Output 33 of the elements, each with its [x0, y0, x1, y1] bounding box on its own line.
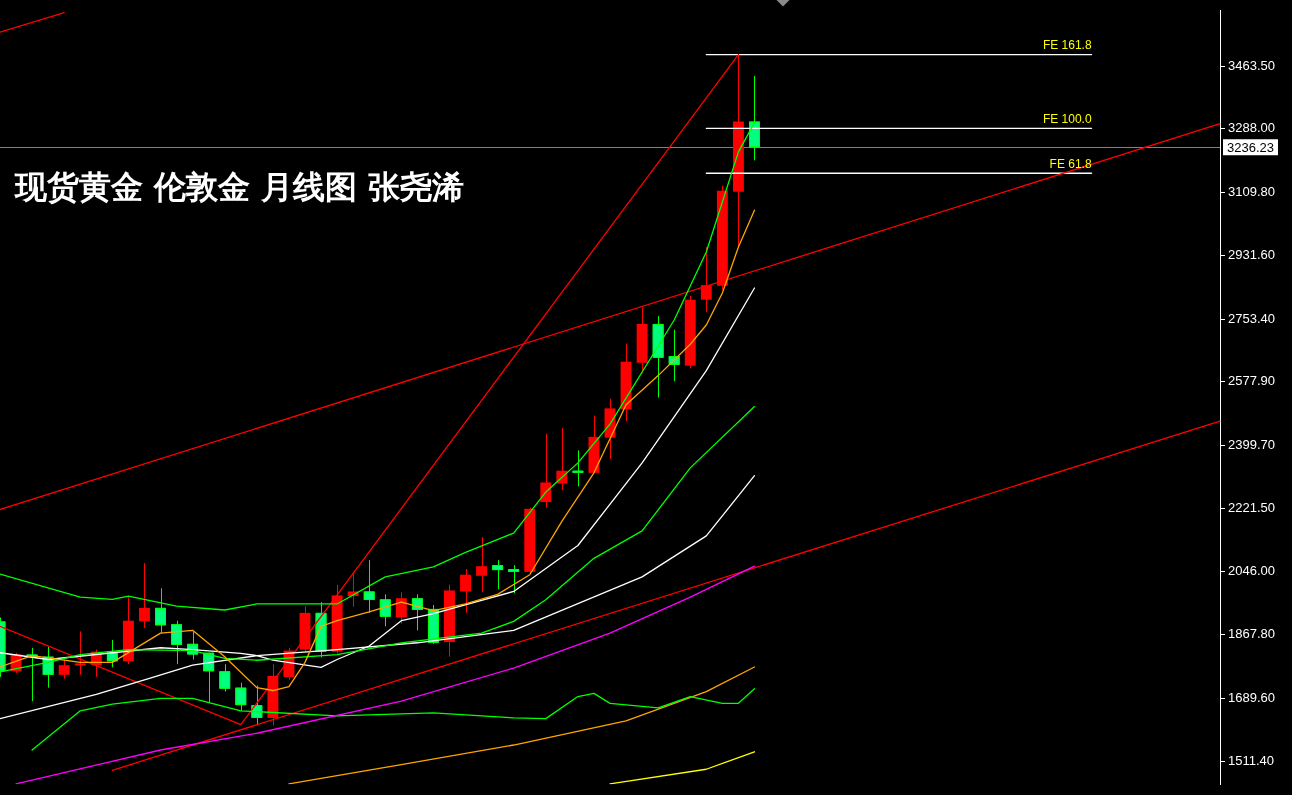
y-tick-label: 2931.60 [1228, 247, 1275, 263]
candlestick [492, 559, 504, 590]
y-tick-label: 2577.90 [1228, 373, 1275, 389]
candlestick [668, 329, 680, 382]
candlestick [411, 593, 423, 631]
candlestick [171, 620, 183, 665]
y-tick-label: 2046.00 [1228, 562, 1275, 578]
series-label: FE 100.0 [1042, 111, 1092, 126]
candlestick [58, 659, 70, 680]
y-tick-label: 2221.50 [1228, 500, 1275, 516]
text: 现货黄金 伦敦金 月线图 张尧浠 [15, 167, 465, 208]
candlestick [219, 663, 231, 693]
candlestick [395, 591, 407, 625]
candlestick [74, 630, 86, 676]
y-tick-label: 1867.80 [1228, 626, 1275, 642]
y-tick-label: 3109.80 [1228, 183, 1275, 199]
candlestick [460, 568, 471, 614]
candlestick [139, 562, 150, 629]
candlestick [379, 593, 391, 627]
y-tick-label: 1689.60 [1228, 689, 1275, 705]
candlestick [540, 433, 552, 509]
series-label: FE 161.8 [1042, 37, 1092, 52]
candlestick [700, 246, 712, 313]
candlestick [572, 449, 584, 487]
series-label: FE 61.8 [1049, 156, 1092, 171]
y-tick-label: 3463.50 [1228, 57, 1275, 73]
candlestick [476, 536, 488, 593]
y-tick-label: 2399.70 [1228, 436, 1275, 452]
ref-line-label: 3236.23 [1227, 139, 1274, 155]
y-tick-label: 1511.40 [1228, 753, 1275, 769]
y-tick-label: 3288.00 [1228, 120, 1275, 136]
y-tick-label: 2753.40 [1228, 310, 1275, 326]
candlestick [508, 564, 520, 594]
